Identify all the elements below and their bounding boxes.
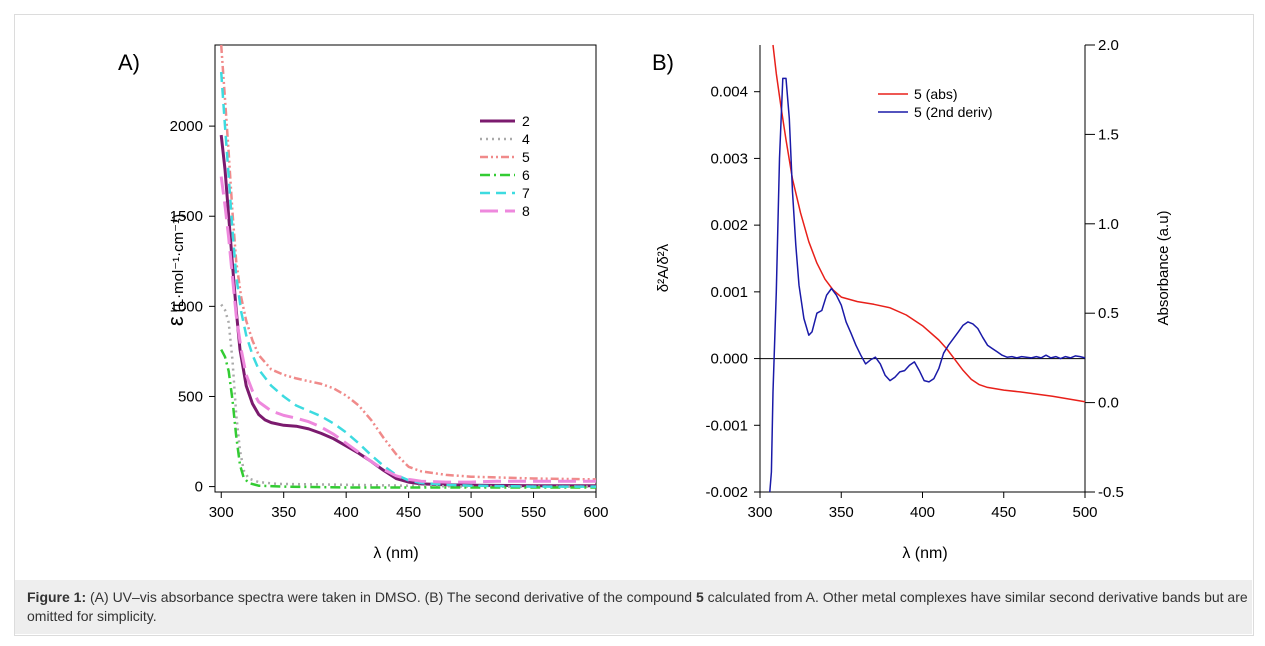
y-tick-label: 500	[178, 388, 203, 405]
series-line-5-2nd-deriv-	[769, 77, 1086, 493]
b-left-tick-label: 0.004	[710, 84, 748, 101]
legend-label: 5 (abs)	[914, 86, 958, 102]
panel-a-ticks: 300 350 400 450 500 550 600 0 500 1000 1500 2000	[170, 118, 609, 521]
y-tick-label: 1000	[170, 298, 203, 315]
legend-label-2: 2	[522, 113, 530, 129]
series-line-7	[219, 71, 596, 488]
figure-frame	[14, 14, 1254, 636]
b-right-tick-label: 1.5	[1098, 126, 1119, 143]
caption-text-part1: (A) UV–vis absorbance spectra were taken…	[86, 589, 696, 605]
panel-b-legend: 5 (abs) 5 (2nd deriv)	[878, 86, 993, 120]
figure-chart: A) 300 350 400 450 500 550 600 0 500 1000 1500 2000…	[118, 37, 1172, 562]
panel-b-right-axis-label: Absorbance (a.u)	[1155, 210, 1172, 325]
series-line-6	[220, 349, 596, 489]
panel-a: A) 300 350 400 450 500 550 600 0 500 1000 1500 2000…	[118, 44, 609, 562]
b-left-tick-label: 0.003	[710, 150, 748, 167]
panel-b-label: B)	[652, 50, 674, 75]
panel-a-series	[219, 44, 597, 489]
panel-a-x-axis-label: λ (nm)	[373, 545, 418, 562]
panel-b-left-axis-label-group: δ²A/δ²λ	[655, 243, 672, 292]
panel-b-series	[769, 44, 1086, 493]
b-x-tick-label: 350	[829, 504, 854, 521]
x-tick-label: 400	[334, 504, 359, 521]
series-line-5-abs-	[772, 44, 1086, 403]
b-left-tick-label: 0.000	[710, 351, 748, 368]
caption-compound: 5	[695, 589, 704, 605]
b-right-tick-label: 0.0	[1098, 395, 1119, 412]
series-line-5	[219, 44, 597, 481]
svg-text:ε(L·mol⁻¹·cm⁻¹): ε (L·mol⁻¹·cm⁻¹)	[163, 214, 188, 326]
y-tick-label: 0	[195, 479, 203, 496]
figure-caption: Figure 1: (A) UV–vis absorbance spectra …	[15, 580, 1252, 634]
b-left-tick-label: -0.002	[705, 484, 748, 501]
panel-a-legend: 2 4 5 6 7 8	[480, 113, 530, 219]
panel-a-y-axis-label: ε (L·mol⁻¹·cm⁻¹)	[163, 214, 188, 326]
legend-label-6: 6	[522, 167, 530, 183]
panel-b-left-axis-label: δ²A/δ²λ	[655, 243, 672, 292]
y-tick-label: 1500	[170, 208, 203, 225]
b-x-tick-label: 400	[910, 504, 935, 521]
series-line-4	[220, 303, 596, 488]
panel-b-x-axis-label: λ (nm)	[902, 545, 947, 562]
x-tick-label: 500	[459, 504, 484, 521]
x-tick-label: 600	[583, 504, 608, 521]
b-left-tick-label: 0.002	[710, 217, 748, 234]
panel-b: B) 300 350 400 450 500 -0.002 -0.001 0.000 0.001…	[652, 37, 1172, 562]
panel-b-right-axis-label-group: Absorbance (a.u)	[1155, 210, 1172, 325]
b-right-tick-label: 1.0	[1098, 216, 1119, 233]
panel-a-y-axis-units: (L·mol⁻¹·cm⁻¹)	[170, 214, 187, 312]
b-left-tick-label: 0.001	[710, 284, 748, 301]
x-tick-label: 450	[396, 504, 421, 521]
b-x-tick-label: 500	[1072, 504, 1097, 521]
legend-label-5: 5	[522, 149, 530, 165]
legend-label-7: 7	[522, 185, 530, 201]
series-line-8	[219, 176, 596, 484]
legend-label: 5 (2nd deriv)	[914, 104, 993, 120]
b-right-tick-label: 0.5	[1098, 305, 1119, 322]
b-right-tick-label: -0.5	[1098, 484, 1124, 501]
panel-a-y-axis-symbol: ε	[163, 316, 188, 326]
b-x-tick-label: 300	[747, 504, 772, 521]
x-tick-label: 350	[271, 504, 296, 521]
y-tick-label: 2000	[170, 118, 203, 135]
panel-a-label: A)	[118, 50, 140, 75]
b-right-tick-label: 2.0	[1098, 37, 1119, 54]
panel-a-plot-frame	[214, 44, 597, 493]
series-line-2	[219, 134, 596, 488]
x-tick-label: 550	[521, 504, 546, 521]
caption-text-part2: calculated from A. Other metal complexes…	[27, 589, 1248, 624]
b-x-tick-label: 450	[991, 504, 1016, 521]
x-tick-label: 300	[209, 504, 234, 521]
b-left-tick-label: -0.001	[705, 417, 748, 434]
caption-label: Figure 1:	[27, 589, 87, 605]
legend-label-4: 4	[522, 131, 530, 147]
legend-label-8: 8	[522, 203, 530, 219]
